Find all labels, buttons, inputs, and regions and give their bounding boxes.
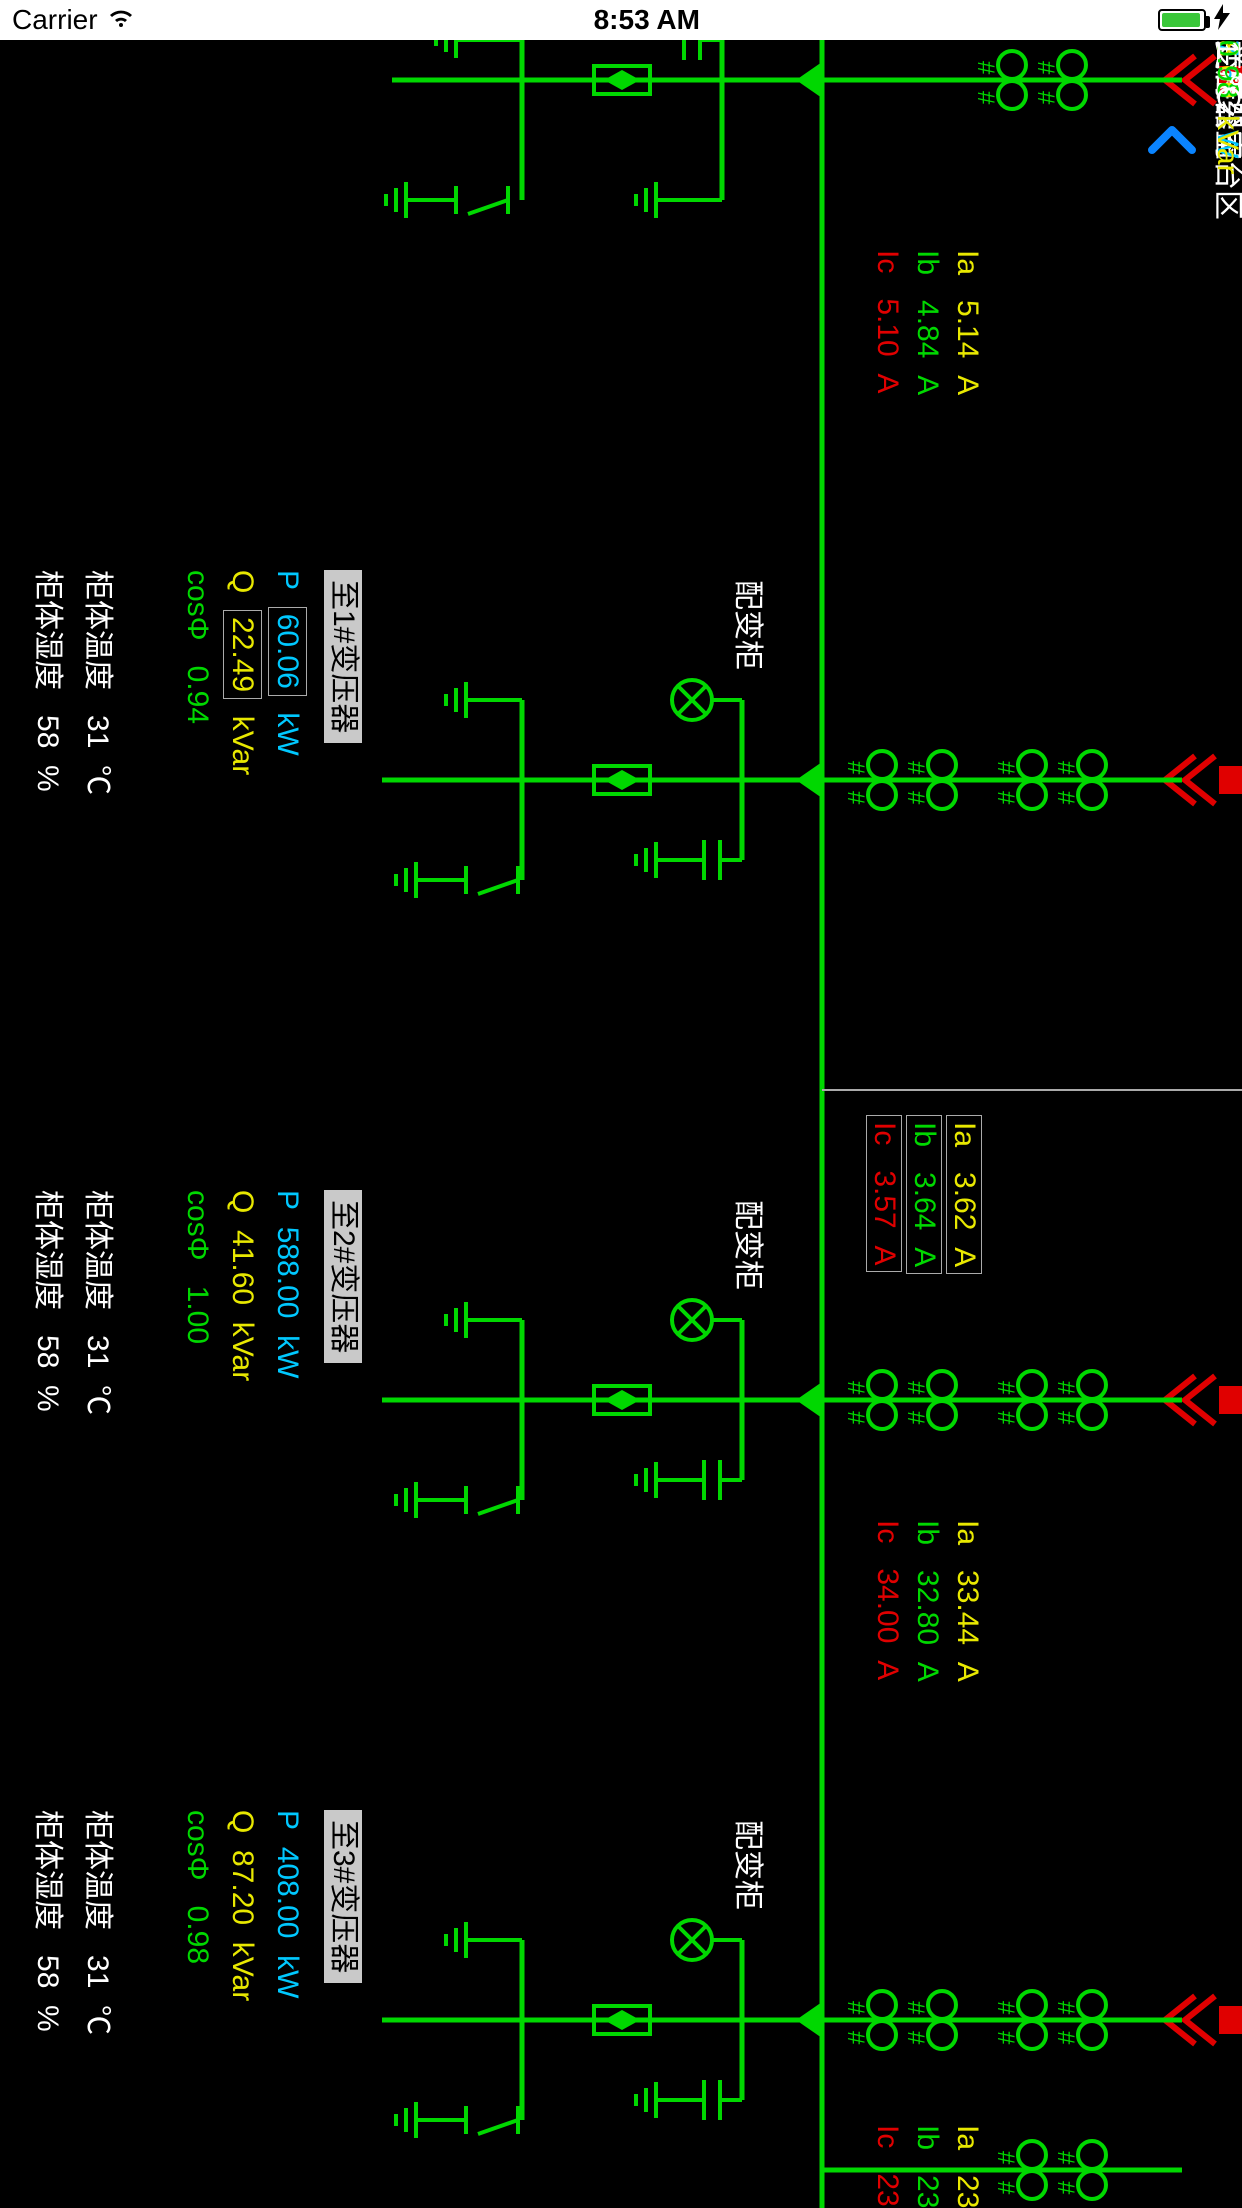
cab-label: 配变柜 [732, 580, 762, 670]
humidity-row: 柜体湿度 58 % [32, 1190, 62, 1412]
ib-row: Ib 3.64 A [906, 1115, 942, 1274]
temp-row: 柜体温度 31 ℃ [82, 1810, 112, 2035]
ia-row: Ia 5.14 A [952, 250, 982, 395]
transformer-link-2[interactable]: 至2#变压器 [324, 1190, 362, 1363]
transformer-link-3[interactable]: 至3#变压器 [324, 1810, 362, 1983]
p-row: P 60.06 kW [272, 570, 302, 756]
status-bar: Carrier 8:53 AM [0, 0, 1242, 40]
cos-row: cosΦ 1.00 [182, 1190, 212, 1344]
transformer-link-1[interactable]: 至1#变压器 [324, 570, 362, 743]
temp-row: 柜体温度 31 ℃ [82, 1190, 112, 1415]
ia-row: Ia 33.44 A [952, 1520, 982, 1682]
scada-stage[interactable]: # # [0, 40, 1242, 2208]
p-row: P 408.00 kW [272, 1810, 302, 1998]
cab-label: 配变柜 [732, 1200, 762, 1290]
cos-row: cosΦ 0.94 [182, 570, 212, 724]
q-row: Q 87.20 kVar [227, 1810, 257, 2001]
ic-row: Ic 5.10 A [872, 250, 902, 393]
humidity-row: 柜体湿度 58 % [32, 1810, 62, 2032]
ic-row: Ic 34.00 A [872, 1520, 902, 1680]
humidity-row: 柜体湿度 58 % [32, 570, 62, 792]
q-row: Q 22.49 kVar [227, 570, 257, 775]
ia-row: Ia 3.62 A [946, 1115, 982, 1274]
ic-row: Ic 23.80 A [872, 2125, 902, 2208]
temp-row: 柜体温度 31 ℃ [82, 570, 112, 795]
cos-row: cosΦ 0.98 [182, 1810, 212, 1964]
wifi-icon [106, 4, 136, 36]
cab-label: 配变柜 [732, 1820, 762, 1910]
ib-row: Ib 23.48 A [912, 2125, 942, 2208]
p-row: P 588.00 kW [272, 1190, 302, 1378]
canvas: # # [0, 40, 1242, 2208]
ib-row: Ib 32.80 A [912, 1520, 942, 1682]
ic-row: Ic 3.57 A [866, 1115, 902, 1272]
charging-icon [1214, 4, 1230, 37]
clock: 8:53 AM [594, 4, 700, 36]
battery-icon [1158, 9, 1206, 31]
carrier-label: Carrier [12, 4, 98, 36]
q-row: Q 41.60 kVar [227, 1190, 257, 1381]
ia-row: Ia 23.44 A [952, 2125, 982, 2208]
ib-row: Ib 4.84 A [912, 250, 942, 395]
